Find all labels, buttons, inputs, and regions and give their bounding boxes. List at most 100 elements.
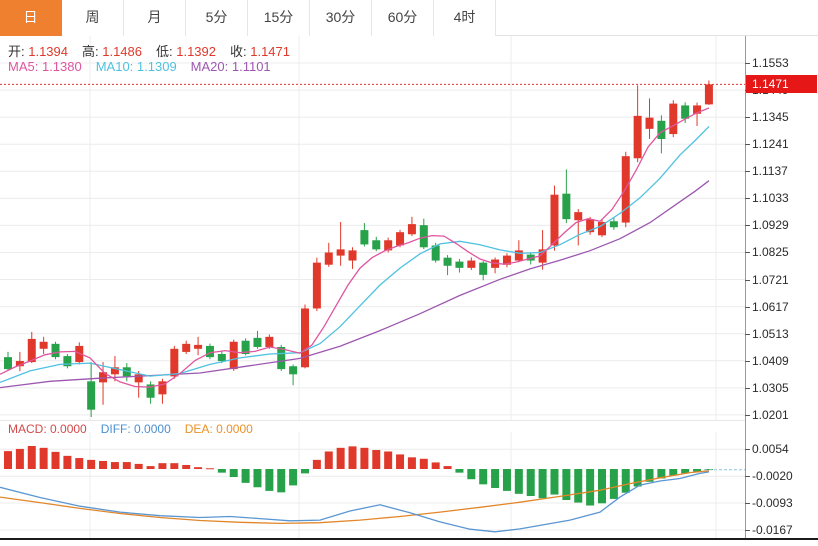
- candle-body: [681, 105, 690, 119]
- macd-axis-label-tick: [745, 476, 750, 477]
- macd-axis-label-tick: [745, 449, 750, 450]
- tab-30min[interactable]: 30分: [310, 0, 372, 36]
- tab-4hour[interactable]: 4时: [434, 0, 496, 36]
- candle-body: [443, 257, 452, 266]
- candle-body: [609, 221, 618, 228]
- macd-readout-row: MACD: 0.0000 DIFF: 0.0000 DEA: 0.0000: [8, 422, 267, 438]
- macd-histogram-bar: [419, 458, 428, 469]
- macd-axis-label: -0.0167: [752, 523, 793, 537]
- price-axis-label-tick: [745, 252, 750, 253]
- candle-body: [479, 262, 488, 275]
- macd-histogram-bar: [657, 469, 666, 479]
- macd-histogram-bar: [134, 463, 143, 469]
- ma20-readout-value: 1.1101: [228, 59, 271, 74]
- macd-chart-canvas[interactable]: [0, 432, 745, 538]
- macd-axis-label-tick: [745, 530, 750, 531]
- macd-histogram-bar: [75, 458, 84, 469]
- candle-body: [633, 115, 642, 159]
- close-value: 收: 1.1471: [230, 44, 290, 59]
- candle-body: [158, 381, 167, 395]
- price-axis-line: [745, 36, 746, 538]
- macd-histogram-bar: [241, 469, 250, 483]
- macd-histogram-bar: [99, 460, 108, 469]
- macd-histogram-bar: [467, 469, 476, 480]
- ma-readout-row: MA5: 1.1380 MA10: 1.1309 MA20: 1.1101: [8, 59, 285, 75]
- macd-histogram-bar: [63, 455, 72, 469]
- candle-body: [514, 250, 523, 261]
- candle-body: [384, 240, 393, 251]
- price-chart-canvas[interactable]: [0, 36, 745, 420]
- diff-readout-label: DIFF:: [100, 422, 131, 436]
- macd-histogram-bar: [514, 469, 523, 494]
- price-axis-label-tick: [745, 225, 750, 226]
- tab-15min[interactable]: 15分: [248, 0, 310, 36]
- candle-body: [407, 224, 416, 235]
- macd-readout-value: 0.0000: [46, 422, 87, 436]
- candle-body: [645, 117, 654, 129]
- candle-body: [217, 354, 226, 362]
- candle-body: [146, 384, 155, 398]
- price-axis-label-tick: [745, 280, 750, 281]
- macd-histogram-bar: [229, 469, 238, 478]
- dea-readout: DEA: 0.0000: [185, 422, 253, 436]
- candle-body: [419, 225, 428, 248]
- candle-body: [693, 105, 702, 114]
- diff-line: [0, 471, 710, 533]
- candle-body: [538, 249, 547, 263]
- candle-body: [205, 345, 214, 358]
- candle-body: [704, 84, 713, 105]
- macd-histogram-bar: [681, 469, 690, 474]
- macd-histogram-bar: [704, 469, 713, 470]
- macd-histogram-bar: [170, 463, 179, 469]
- macd-histogram-bar: [538, 469, 547, 499]
- macd-histogram-bar: [479, 469, 488, 485]
- macd-histogram-bar: [4, 451, 12, 469]
- macd-histogram-bar: [598, 469, 606, 504]
- candle-body: [87, 381, 96, 410]
- macd-histogram-bar: [289, 469, 298, 486]
- candle-body: [289, 366, 298, 375]
- price-axis-label: 1.0929: [752, 218, 789, 232]
- ma20-line: [0, 180, 710, 389]
- tab-monthly[interactable]: 月: [124, 0, 186, 36]
- pane-divider: [0, 420, 745, 421]
- candle-body: [253, 337, 262, 347]
- open-value: 开: 1.1394: [8, 44, 68, 59]
- tab-60min[interactable]: 60分: [372, 0, 434, 36]
- price-axis-label: 1.0825: [752, 245, 789, 259]
- price-axis-label: 1.0721: [752, 273, 789, 287]
- macd-histogram-bar: [586, 469, 595, 506]
- macd-axis-label-tick: [745, 503, 750, 504]
- ma5-readout-value: 1.1380: [38, 59, 82, 74]
- tab-weekly[interactable]: 周: [62, 0, 124, 36]
- macd-histogram-bar: [431, 462, 440, 469]
- candle-body: [27, 338, 36, 363]
- macd-histogram-bar: [265, 469, 274, 491]
- price-axis-label-tick: [745, 117, 750, 118]
- candle-body: [574, 212, 583, 221]
- candle-body: [110, 367, 119, 375]
- candle-body: [63, 356, 72, 367]
- macd-histogram-bar: [550, 469, 559, 495]
- ma20-readout-label: MA20:: [190, 59, 229, 74]
- candle-body: [396, 232, 405, 246]
- tab-5min[interactable]: 5分: [186, 0, 248, 36]
- price-axis-label-tick: [745, 334, 750, 335]
- macd-histogram-bar: [87, 459, 96, 469]
- price-axis-label: 1.0409: [752, 354, 789, 368]
- interval-tab-bar: 日周月 5分 15分 30分 60分 4时: [0, 0, 818, 36]
- price-axis-label-tick: [745, 415, 750, 416]
- macd-histogram-bar: [491, 469, 500, 488]
- candle-body: [348, 250, 357, 261]
- candle-body: [372, 240, 381, 250]
- macd-histogram-bar: [217, 469, 226, 473]
- price-axis-label-tick: [745, 307, 750, 308]
- macd-histogram-bar: [122, 462, 131, 469]
- macd-histogram-bar: [574, 469, 583, 503]
- candle-body: [431, 245, 440, 261]
- price-axis-label: 1.1345: [752, 110, 789, 124]
- tab-daily[interactable]: 日: [0, 0, 62, 36]
- candle-body: [277, 346, 286, 370]
- high-value-value: 1.1486: [98, 44, 142, 59]
- candle-body: [4, 357, 12, 370]
